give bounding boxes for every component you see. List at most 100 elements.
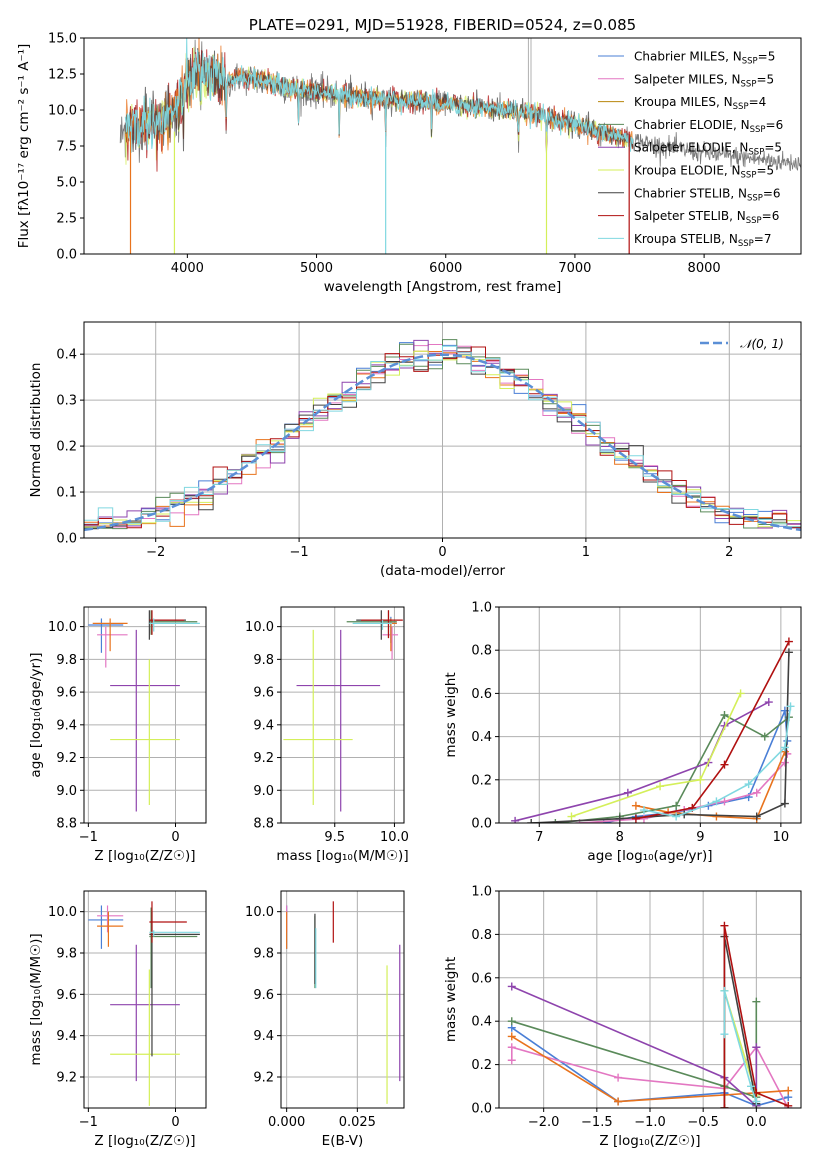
- x-tick-label: 8000: [688, 261, 721, 276]
- y-tick-label: 0.0: [56, 532, 77, 547]
- legend-entry: Kroupa STELIB, NSSP=7: [634, 232, 772, 249]
- y-tick-label: 0.1: [56, 486, 77, 501]
- x-tick-label: −1: [79, 1115, 98, 1130]
- weight-marker: [747, 1082, 756, 1091]
- y-tick-label: 9.8: [56, 947, 77, 962]
- x-axis-label: mass [log₁₀(M/M☉)]: [276, 848, 408, 864]
- weight-marker: [780, 799, 789, 808]
- y-tick-label: 9.6: [253, 988, 274, 1003]
- panel-spectrum: 4000 5000 6000 7000 8000 0.0 2.5 5.0 7.5 10.0 12.5…: [16, 16, 802, 295]
- y-tick-label: 9.2: [253, 1071, 274, 1086]
- y-tick-label: 9.2: [56, 751, 77, 766]
- x-tick-label: −2.0: [528, 1115, 560, 1130]
- weight-marker: [639, 806, 648, 815]
- data-point: [149, 901, 187, 943]
- plot-area: [507, 921, 793, 1108]
- residual-histogram: [84, 345, 801, 528]
- weight-marker: [780, 743, 789, 752]
- x-tick-label: 9: [696, 830, 704, 845]
- weight-marker: [752, 812, 761, 821]
- weight-marker: [752, 1097, 761, 1106]
- panel-residuals: −2 −1 0 1 2 0.0 0.1 0.2 0.3 0.4 (data-model)/error…: [28, 321, 802, 579]
- legend-entry: Chabrier STELIB, NSSP=6: [634, 186, 781, 203]
- y-tick-label: 0.8: [471, 644, 492, 659]
- y-axis-label: Flux [fλ10⁻¹⁷ erg cm⁻² s⁻¹ A⁻¹]: [16, 44, 32, 249]
- axes-frame: [498, 890, 802, 1109]
- weight-marker: [712, 797, 721, 806]
- y-tick-label: 0.4: [471, 1015, 492, 1030]
- y-tick-label: 10.0: [48, 620, 77, 635]
- weight-series-line: [643, 706, 792, 818]
- data-point: [149, 618, 200, 632]
- weight-series-line: [555, 713, 790, 823]
- y-tick-label: 8.8: [56, 817, 77, 832]
- y-tick-label: 0.3: [56, 394, 77, 409]
- x-tick-label: 10.0: [380, 830, 409, 845]
- y-tick-label: 0.0: [56, 248, 77, 263]
- weight-marker: [507, 1056, 516, 1065]
- x-tick-label: 2: [725, 545, 733, 560]
- y-tick-label: 1.0: [471, 601, 492, 616]
- y-tick-label: 1.0: [471, 885, 492, 900]
- data-point: [97, 905, 124, 933]
- y-tick-label: 9.2: [56, 1071, 77, 1086]
- weight-marker: [507, 982, 516, 991]
- axes-frame: [83, 606, 207, 824]
- x-axis-label: Z [log₁₀(Z/Z☉)]: [94, 848, 195, 864]
- weight-marker: [712, 812, 721, 821]
- x-tick-label: 1: [582, 545, 590, 560]
- weight-marker: [720, 986, 729, 995]
- data-point: [97, 911, 124, 947]
- weight-series-line: [723, 990, 758, 1102]
- y-axis-label: age [log₁₀(age/yr)]: [28, 652, 44, 777]
- y-tick-label: 9.8: [253, 653, 274, 668]
- panel-mass-weight-vs-Z: −2.0 −1.5 −1.0 −0.5 0.0 0.0 0.2 0.4 0.6 0.8 1.0 Z […: [443, 885, 802, 1149]
- axes-frame: [83, 37, 802, 255]
- data-point: [149, 930, 200, 937]
- data-point: [97, 626, 128, 668]
- data-point: [88, 618, 124, 653]
- axes-frame: [280, 890, 405, 1109]
- x-tick-label: −2: [146, 545, 165, 560]
- y-tick-label: 7.5: [56, 140, 77, 155]
- legend: 𝒩(0, 1): [700, 337, 784, 351]
- legend-entry: Salpeter STELIB, NSSP=6: [634, 209, 779, 226]
- model-spectrum: [124, 38, 634, 153]
- weight-marker: [752, 788, 761, 797]
- plot-area: [88, 901, 200, 1106]
- weight-marker: [752, 1043, 761, 1052]
- weight-marker: [614, 1097, 623, 1106]
- weight-marker: [656, 782, 665, 791]
- axes-frame: [83, 890, 207, 1109]
- weight-marker: [720, 1104, 729, 1108]
- y-tick-label: 15.0: [48, 32, 77, 47]
- x-tick-label: −1.5: [581, 1115, 613, 1130]
- weight-marker: [744, 780, 753, 789]
- axes-frame: [498, 606, 802, 824]
- y-tick-label: 9.0: [253, 784, 274, 799]
- x-axis-label: E(B-V): [322, 1133, 364, 1149]
- weight-marker: [551, 819, 560, 823]
- data-point: [352, 620, 393, 630]
- data-point: [283, 629, 353, 805]
- weight-marker: [760, 732, 769, 741]
- x-tick-label: 0: [438, 545, 446, 560]
- x-tick-label: 0.000: [268, 1115, 305, 1130]
- x-tick-label: 0.025: [339, 1115, 376, 1130]
- x-tick-label: 9.5: [324, 830, 345, 845]
- y-tick-label: 5.0: [56, 176, 77, 191]
- y-axis-label: mass weight: [443, 672, 459, 757]
- weight-marker: [507, 1032, 516, 1041]
- weight-marker: [615, 814, 624, 823]
- y-tick-label: 9.6: [56, 686, 77, 701]
- weight-marker: [784, 1086, 793, 1095]
- legend-entry: Chabrier ELODIE, NSSP=6: [634, 118, 783, 135]
- y-tick-label: 0.2: [471, 773, 492, 788]
- panel-mass-weight-vs-age: 7 8 9 10 0.0 0.2 0.4 0.6 0.8 1.0 age [log₁₀(age/yr…: [443, 601, 802, 864]
- weight-marker: [639, 814, 648, 823]
- y-tick-label: 0.0: [471, 817, 492, 832]
- y-axis-label: Normed distribution: [28, 363, 44, 498]
- weight-marker: [507, 1043, 516, 1052]
- data-point: [92, 618, 128, 652]
- plot-area: [119, 38, 801, 254]
